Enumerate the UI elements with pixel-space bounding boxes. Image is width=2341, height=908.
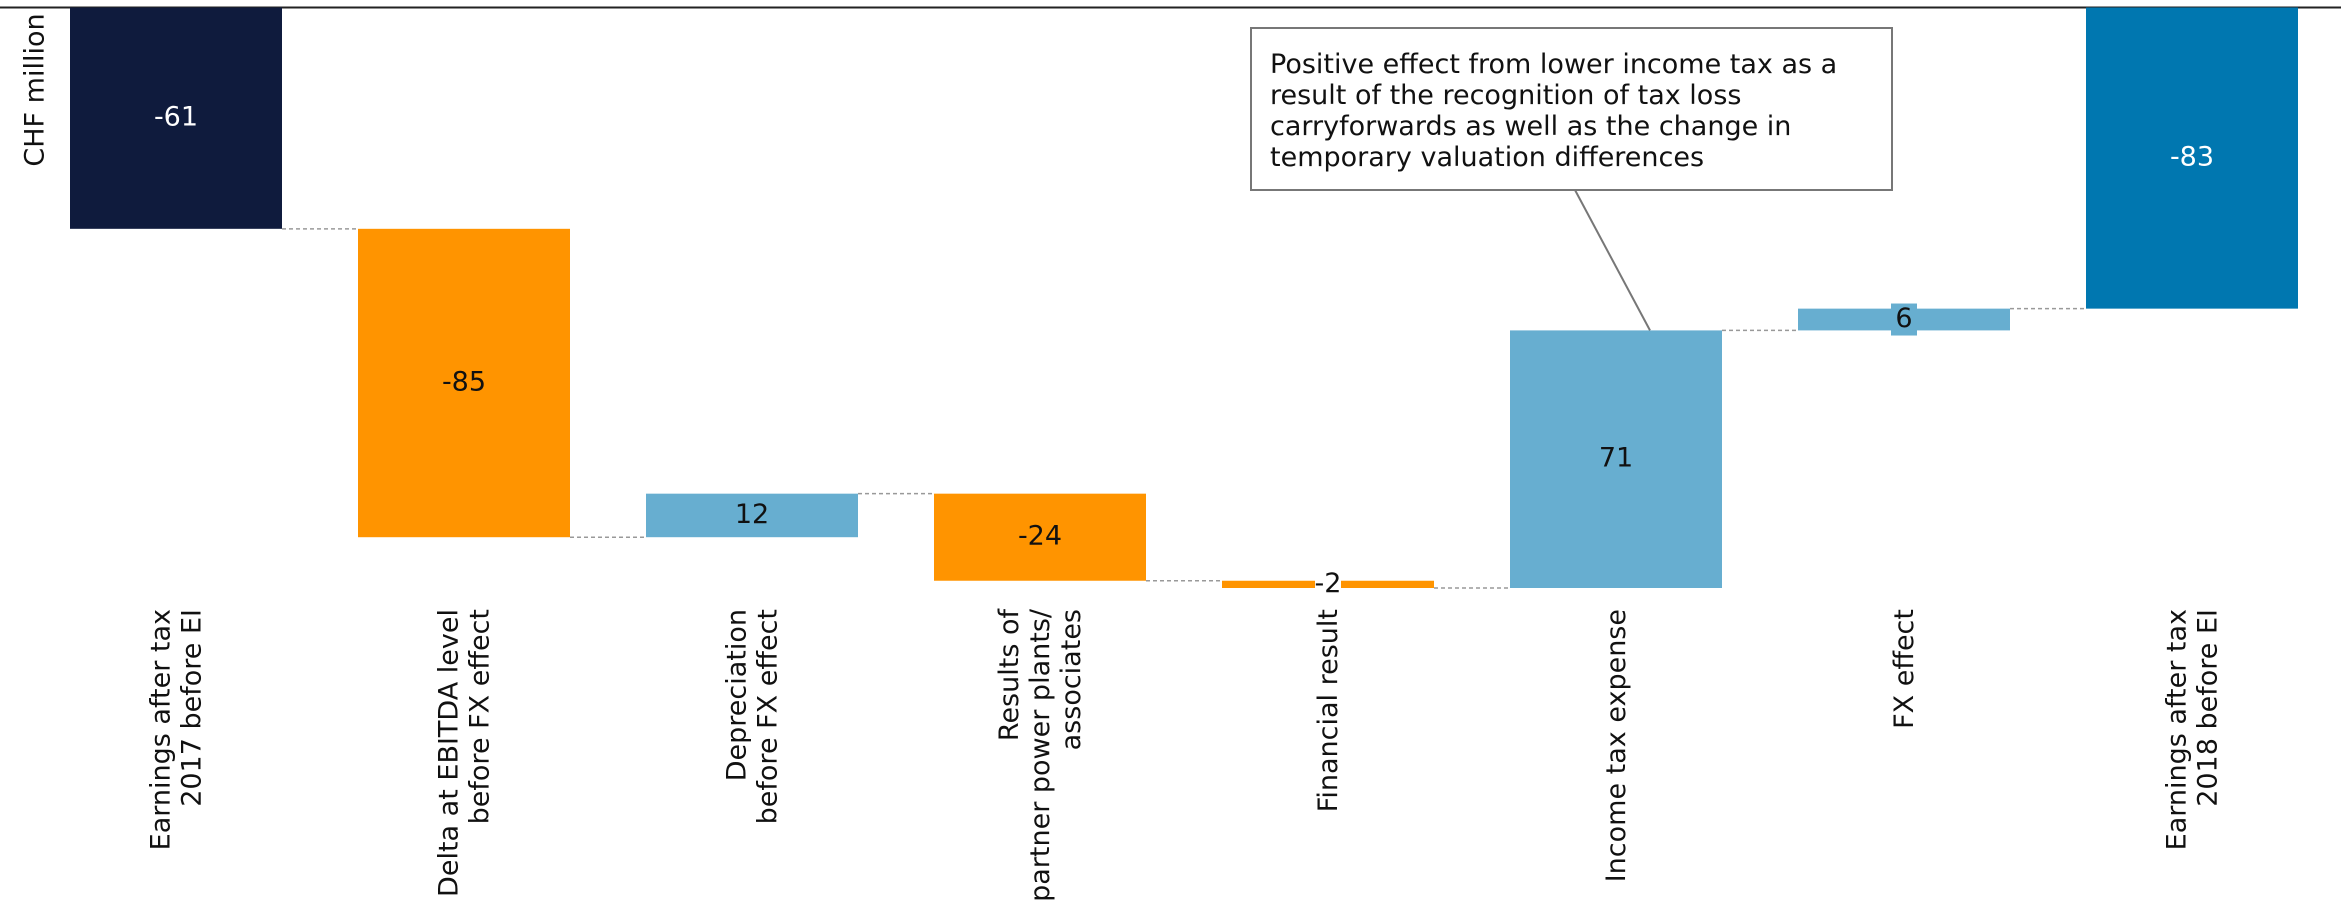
- value-label-bg: [1891, 303, 1917, 336]
- value-label: 12: [735, 499, 769, 530]
- value-label: 71: [1599, 443, 1633, 474]
- x-tick-label-line: Delta at EBITDA level: [434, 609, 465, 897]
- value-label: -24: [1018, 521, 1062, 552]
- annotation-text: Positive effect from lower income tax as…: [1270, 49, 1837, 80]
- annotation-box: [1250, 27, 1893, 191]
- value-label-bg: [1315, 568, 1341, 601]
- x-tick-label-line: Earnings after tax: [146, 609, 177, 850]
- x-tick-label-line: 2018 before EI: [2193, 609, 2224, 807]
- annotation-text: temporary valuation differences: [1270, 142, 1704, 173]
- x-tick-label-line: before FX effect: [753, 609, 784, 824]
- x-tick-label-line: Depreciation: [722, 609, 753, 781]
- annotation-text: result of the recognition of tax loss: [1270, 80, 1741, 111]
- x-tick-label-line: partner power plants/: [1025, 608, 1056, 902]
- x-tick-label-line: before FX effect: [465, 609, 496, 824]
- y-axis-label: CHF million: [20, 13, 51, 166]
- bar: [1510, 330, 1722, 588]
- x-tick-label: Earnings after tax2017 before EI: [146, 609, 208, 850]
- x-tick-label: Depreciationbefore FX effect: [722, 609, 784, 824]
- annotation-connector: [1574, 189, 1651, 331]
- bar: [70, 7, 282, 229]
- value-label: -61: [154, 102, 198, 133]
- bar: [646, 493, 858, 538]
- annotation-text: carryforwards as well as the change in: [1270, 111, 1791, 142]
- value-label: -85: [442, 367, 486, 398]
- value-label: -2: [1315, 568, 1342, 599]
- x-tick-label-line: Earnings after tax: [2162, 609, 2193, 850]
- x-tick-label: Income tax expense: [1601, 609, 1632, 882]
- x-tick-label-line: associates: [1056, 609, 1087, 750]
- x-tick-label-line: 2017 before EI: [177, 609, 208, 807]
- bar: [2086, 7, 2298, 309]
- x-tick-label: Delta at EBITDA levelbefore FX effect: [434, 609, 496, 897]
- x-tick-label: Earnings after tax2018 before EI: [2162, 609, 2224, 850]
- bar: [358, 228, 570, 538]
- value-label: -83: [2170, 142, 2214, 173]
- x-tick-label-line: Financial result: [1313, 609, 1344, 812]
- value-label: 6: [1895, 303, 1912, 334]
- bar: [934, 493, 1146, 581]
- x-tick-label-line: Results of: [994, 608, 1025, 742]
- x-tick-label: Financial result: [1313, 609, 1344, 812]
- x-tick-label: FX effect: [1889, 609, 1920, 729]
- x-tick-label-line: FX effect: [1889, 609, 1920, 729]
- x-tick-label: Results ofpartner power plants/associate…: [994, 608, 1087, 902]
- x-tick-label-line: Income tax expense: [1601, 609, 1632, 882]
